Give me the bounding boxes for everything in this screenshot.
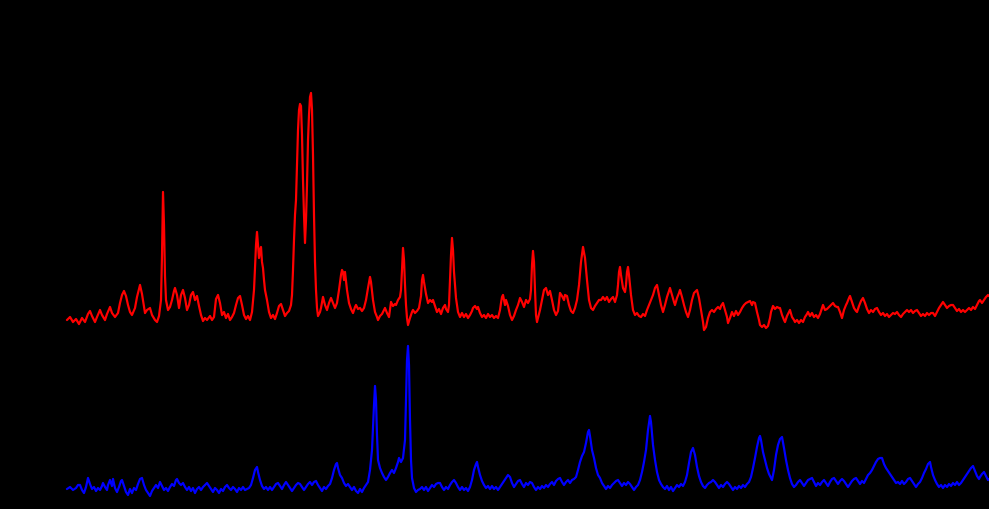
blue-spectrum-trace: [65, 344, 989, 498]
red-spectrum-trace: [65, 91, 989, 332]
